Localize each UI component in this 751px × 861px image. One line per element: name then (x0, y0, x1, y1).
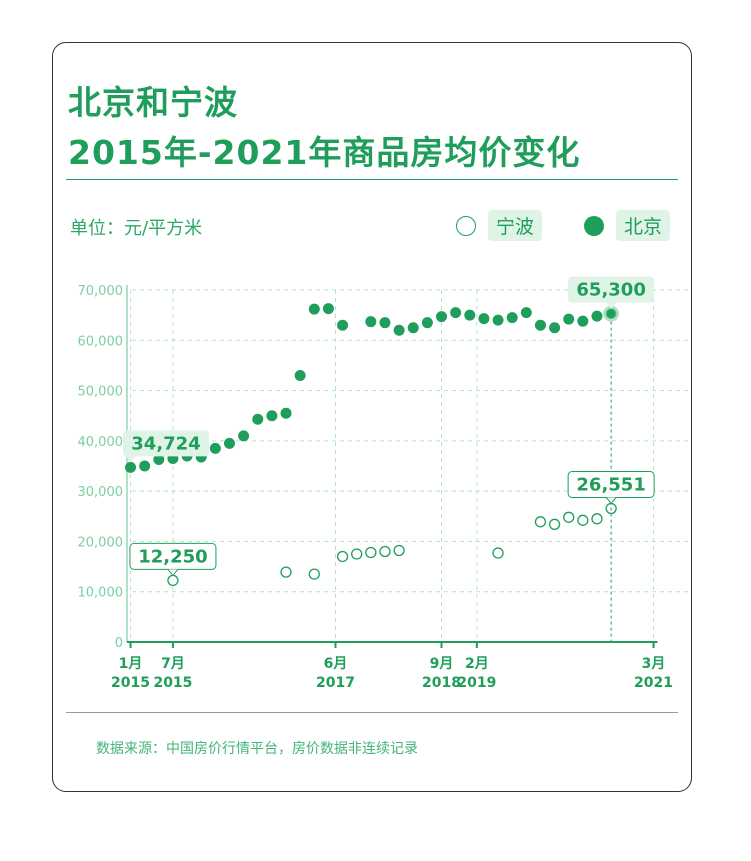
data-point-ningbo (167, 574, 179, 587)
data-point-beijing (520, 307, 532, 319)
data-point-ningbo (591, 513, 603, 525)
data-point-ningbo (393, 544, 405, 557)
annotation-pointer (125, 456, 136, 463)
x-tick-year-label: 2015 (111, 675, 150, 691)
data-point-beijing (294, 369, 306, 381)
annotation-beijing: 34,724 (123, 430, 209, 463)
data-point-beijing (421, 317, 433, 329)
legend-filled-circle-icon (584, 215, 604, 236)
data-point-beijing (322, 303, 334, 315)
data-point-beijing (365, 316, 377, 328)
annotation-value-label: 26,551 (576, 474, 645, 495)
data-point-ningbo (534, 516, 547, 528)
data-point-ningbo (492, 547, 504, 559)
unit-label: 单位：元/平方米 (70, 218, 203, 239)
data-point-beijing (450, 307, 462, 319)
data-point-beijing (436, 311, 448, 323)
data-point-ningbo (308, 568, 320, 580)
annotation-box (568, 276, 655, 303)
x-tick-year-label: 2015 (153, 675, 192, 691)
data-point-beijing (506, 312, 518, 324)
annotation-value-label: 34,724 (131, 433, 200, 454)
x-tick-year-label: 2019 (457, 675, 496, 691)
y-tick-label: 30,000 (78, 485, 124, 500)
annotation-pointer (605, 497, 617, 505)
chart-title-line1: 北京和宁波 (68, 83, 238, 122)
annotation-beijing: 65,300 (568, 276, 655, 642)
x-tick-year-label: 2021 (634, 675, 673, 691)
chart-card (52, 42, 692, 792)
legend-item-beijing: 北京 (584, 210, 671, 241)
annotation-box (123, 430, 209, 457)
legend-label-beijing: 北京 (616, 210, 671, 241)
y-tick-label: 20,000 (78, 535, 124, 550)
data-point-ningbo (379, 545, 391, 558)
x-tick-year-label: 2018 (422, 675, 461, 691)
annotation-value-label: 12,250 (138, 546, 207, 567)
data-point-beijing (280, 407, 292, 419)
x-tick-month-label: 9月 (430, 656, 454, 672)
legend-open-circle-icon (456, 215, 476, 236)
annotation-ningbo: 12,250 (129, 542, 217, 577)
legend-label-ningbo: 宁波 (488, 210, 543, 241)
data-point-ningbo (336, 550, 349, 563)
data-point-beijing (464, 309, 476, 321)
data-point-beijing (139, 460, 151, 472)
data-point-beijing (252, 413, 264, 425)
data-point-beijing (125, 461, 137, 473)
data-point-beijing (407, 322, 419, 334)
data-point-beijing (238, 430, 250, 442)
data-point-beijing (223, 437, 235, 449)
data-point-beijing (478, 313, 490, 325)
chart-title-line2: 2015年-2021年商品房均价变化 (68, 133, 581, 172)
y-tick-label: 40,000 (78, 435, 124, 450)
title-divider (66, 179, 678, 180)
y-tick-label: 70,000 (78, 284, 124, 299)
data-source: 数据来源：中国房价行情平台，房价数据非连续记录 (96, 741, 418, 757)
x-tick-month-label: 7月 (161, 656, 185, 672)
data-point-beijing (308, 303, 320, 315)
data-point-beijing (563, 313, 575, 325)
data-point-beijing (393, 324, 405, 336)
data-point-ningbo (577, 514, 589, 526)
data-point-beijing (492, 314, 504, 326)
series-beijing (125, 303, 617, 473)
y-tick-label: 50,000 (78, 385, 124, 400)
data-point-beijing (534, 319, 546, 331)
y-tick-label: 10,000 (78, 586, 124, 601)
x-tick-month-label: 1月 (119, 656, 143, 672)
annotation-pointer (167, 569, 179, 577)
annotation-ningbo: 26,551 (567, 470, 655, 505)
x-tick-year-label: 2017 (316, 675, 355, 691)
series-ningbo (167, 502, 617, 587)
data-point-beijing (577, 315, 589, 327)
highlight-point (606, 309, 616, 319)
data-point-beijing (549, 322, 561, 334)
data-point-beijing (379, 317, 391, 329)
x-tick-month-label: 2月 (465, 656, 489, 672)
data-point-ningbo (563, 511, 575, 523)
data-point-ningbo (351, 548, 363, 560)
y-tick-label: 60,000 (78, 334, 124, 349)
annotation-pointer (606, 302, 617, 309)
legend-item-ningbo: 宁波 (456, 210, 543, 241)
footer-divider (66, 712, 678, 713)
y-tick-label: 0 (115, 636, 123, 651)
data-point-beijing (337, 319, 349, 331)
data-point-ningbo (548, 518, 561, 530)
data-point-beijing (153, 453, 165, 465)
x-tick-month-label: 6月 (324, 656, 348, 672)
annotation-value-label: 65,300 (576, 280, 645, 301)
data-point-ningbo (365, 546, 377, 559)
data-point-beijing (209, 442, 221, 454)
data-point-ningbo (280, 566, 292, 578)
x-tick-month-label: 3月 (642, 656, 666, 672)
data-point-beijing (266, 410, 278, 422)
data-point-beijing (591, 310, 603, 322)
